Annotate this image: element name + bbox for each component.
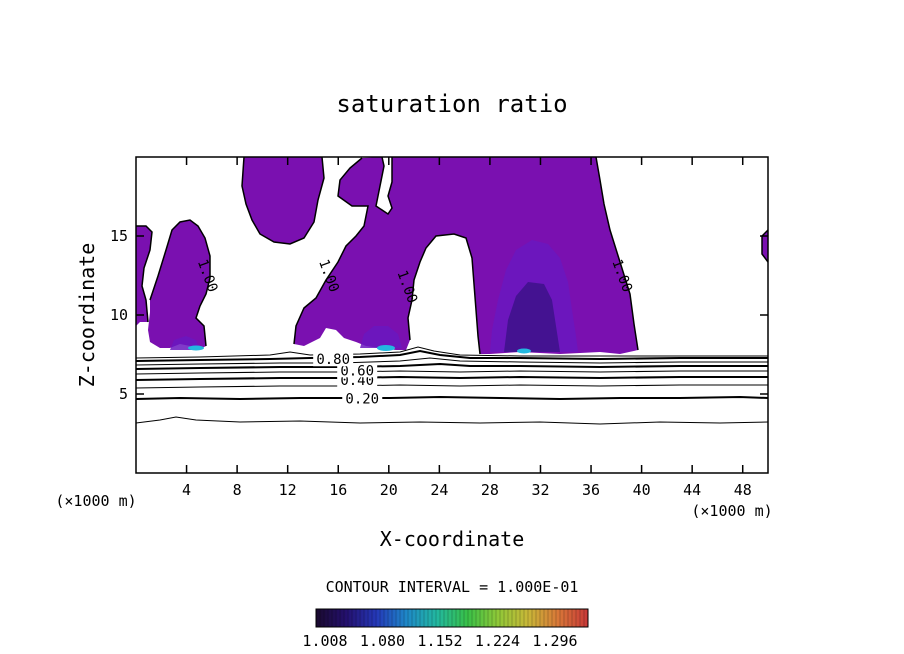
x-tick-label: 8 <box>233 481 242 499</box>
colorbar-label: 1.008 <box>302 632 347 650</box>
contour-label-bg <box>342 391 383 406</box>
x-tick-label: 36 <box>582 481 600 499</box>
x-tick-label: 4 <box>182 481 191 499</box>
saturation-fill-regions <box>136 157 768 354</box>
colorbar-label: 1.152 <box>417 632 462 650</box>
enhanced-region-right-core <box>504 282 560 352</box>
x-tick-label: 20 <box>380 481 398 499</box>
colorbar-label: 1.224 <box>475 632 520 650</box>
colorbar-labels: 1.008 1.080 1.152 1.224 1.296 <box>302 632 577 650</box>
x-tick-label: 16 <box>329 481 347 499</box>
contour-line-030 <box>136 384 768 389</box>
x-tick-labels: 4 8 12 16 20 24 28 32 36 40 44 48 <box>182 481 752 499</box>
colorbar-label: 1.080 <box>360 632 405 650</box>
peak-marker-right <box>517 348 531 354</box>
contour-label: 0.20 <box>345 392 379 408</box>
x-tick-label: 32 <box>531 481 549 499</box>
y-axis-label: Z-coordinate <box>75 243 99 388</box>
enhanced-regions <box>170 240 578 352</box>
peak-marker-center <box>377 345 395 351</box>
peak-markers <box>188 345 531 354</box>
contour-interval-text: CONTOUR INTERVAL = 1.000E-01 <box>326 578 579 596</box>
y-tick-labels: 5 10 15 <box>110 227 128 403</box>
y-tick-label: 5 <box>119 385 128 403</box>
chart-title: saturation ratio <box>336 90 567 118</box>
x-tick-label: 48 <box>734 481 752 499</box>
contour-lines <box>136 157 768 425</box>
enhanced-region-center <box>360 326 402 348</box>
fill-region-top-left-blob <box>242 157 324 244</box>
x-tick-label: 40 <box>633 481 651 499</box>
contour-label: 0.60 <box>340 363 374 379</box>
y-tick-label: 10 <box>110 306 128 324</box>
colorbar-stripes <box>319 609 585 627</box>
colorbar-label: 1.296 <box>532 632 577 650</box>
contour-label: 0.80 <box>316 352 350 368</box>
fill-region-left <box>136 226 152 326</box>
peak-marker-left <box>188 345 204 351</box>
x-tick-label: 24 <box>430 481 448 499</box>
colorbar <box>315 608 589 628</box>
x-tick-label: 28 <box>481 481 499 499</box>
contour-line-040 <box>136 375 768 381</box>
contour-label-bg <box>313 352 354 367</box>
fill-region-right-edge <box>762 230 768 262</box>
contour-line-090 <box>136 346 768 359</box>
contour-line-010 <box>136 416 768 425</box>
fill-region-left-cluster <box>148 220 210 350</box>
x-unit-right: (×1000 m) <box>691 502 772 520</box>
contour-line-080 <box>136 349 768 362</box>
x-unit-left: (×1000 m) <box>55 492 136 510</box>
x-tick-label: 44 <box>683 481 701 499</box>
fill-region-center-column <box>294 157 638 354</box>
x-tick-label: 12 <box>279 481 297 499</box>
y-tick-label: 15 <box>110 227 128 245</box>
contour-line-050 <box>136 370 768 375</box>
plot-area: 0.200.400.600.801.00 1.00 1.00 1.00 <box>136 157 768 425</box>
x-axis-label: X-coordinate <box>380 527 525 551</box>
contour-label-bg <box>337 363 378 378</box>
contour-line-100 <box>136 157 768 355</box>
contour-line-070 <box>136 357 768 366</box>
contour-line-020 <box>136 395 768 401</box>
axis-ticks <box>136 157 768 473</box>
contour-line-060 <box>136 362 768 370</box>
